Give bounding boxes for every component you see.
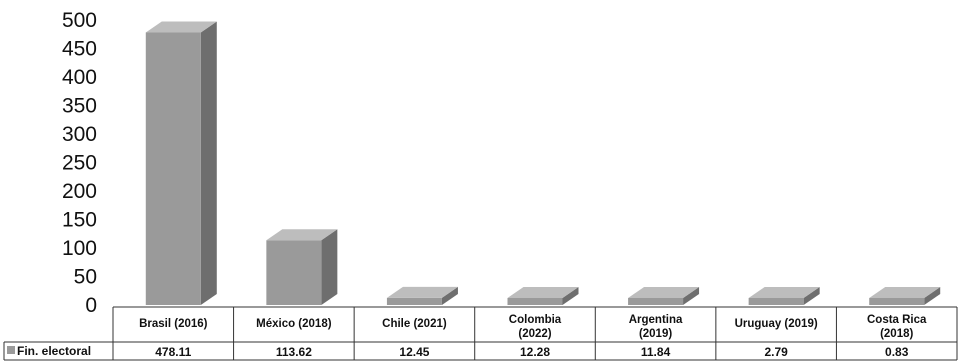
bar-side xyxy=(441,286,458,305)
bar-top xyxy=(748,287,820,298)
bar-front xyxy=(386,297,442,305)
y-tick-label: 150 xyxy=(62,209,97,232)
category-label: Brasil (2016) xyxy=(139,318,208,330)
legend-label: Fin. electoral xyxy=(17,344,91,358)
bar-top xyxy=(386,286,458,298)
y-tick-label: 500 xyxy=(62,9,97,32)
bar-top xyxy=(266,229,338,241)
bar xyxy=(386,286,458,305)
bar-side xyxy=(321,229,338,305)
y-tick-label: 200 xyxy=(62,180,97,203)
y-tick-label: 100 xyxy=(62,237,97,260)
category-label: Costa Rica (2018) xyxy=(867,314,927,340)
legend-marker xyxy=(7,346,15,354)
data-label: 0.83 xyxy=(885,345,909,359)
bar-side xyxy=(803,287,820,305)
bar-front xyxy=(145,32,201,306)
bar xyxy=(507,287,579,305)
category-label: Chile (2021) xyxy=(382,318,447,330)
bar xyxy=(145,21,217,306)
bar-side xyxy=(683,287,700,305)
data-label: 2.79 xyxy=(764,345,788,359)
category-label: Colombia (2022) xyxy=(509,314,562,340)
y-tick-label: 0 xyxy=(85,294,97,317)
data-label: 113.62 xyxy=(276,345,312,359)
category-label: Argentina (2019) xyxy=(629,314,683,340)
bar-front xyxy=(869,298,925,305)
bar-front xyxy=(748,298,804,305)
data-label: 12.28 xyxy=(520,345,550,359)
bar-front xyxy=(507,298,563,305)
y-tick-label: 50 xyxy=(74,266,97,289)
y-tick-label: 300 xyxy=(62,123,97,146)
category-label: Uruguay (2019) xyxy=(735,318,818,330)
bar-top xyxy=(869,287,941,298)
data-label: 478.11 xyxy=(155,345,191,359)
bar xyxy=(628,287,700,305)
bar xyxy=(748,287,820,305)
data-table: Brasil (2016) México (2018) Chile (2021) Co… xyxy=(3,306,958,361)
bar-side xyxy=(200,21,217,306)
bar xyxy=(266,229,338,305)
bar-top xyxy=(145,21,217,33)
y-tick-label: 450 xyxy=(62,38,97,61)
bar-top xyxy=(628,287,700,298)
bar-top xyxy=(507,287,579,298)
y-tick-label: 400 xyxy=(62,66,97,89)
data-label: 12.45 xyxy=(399,345,429,359)
bar-side xyxy=(924,287,941,305)
bar-front xyxy=(266,240,322,305)
y-axis: 0 50 100 150 200 250 300 350 400 450 500 xyxy=(62,9,97,317)
data-label: 11.84 xyxy=(641,345,671,359)
category-label: México (2018) xyxy=(256,318,332,330)
bars xyxy=(145,21,941,306)
bar-front xyxy=(628,298,684,305)
bar-side xyxy=(562,287,579,305)
y-tick-label: 250 xyxy=(62,152,97,175)
bar xyxy=(869,287,941,305)
y-tick-label: 350 xyxy=(62,95,97,118)
